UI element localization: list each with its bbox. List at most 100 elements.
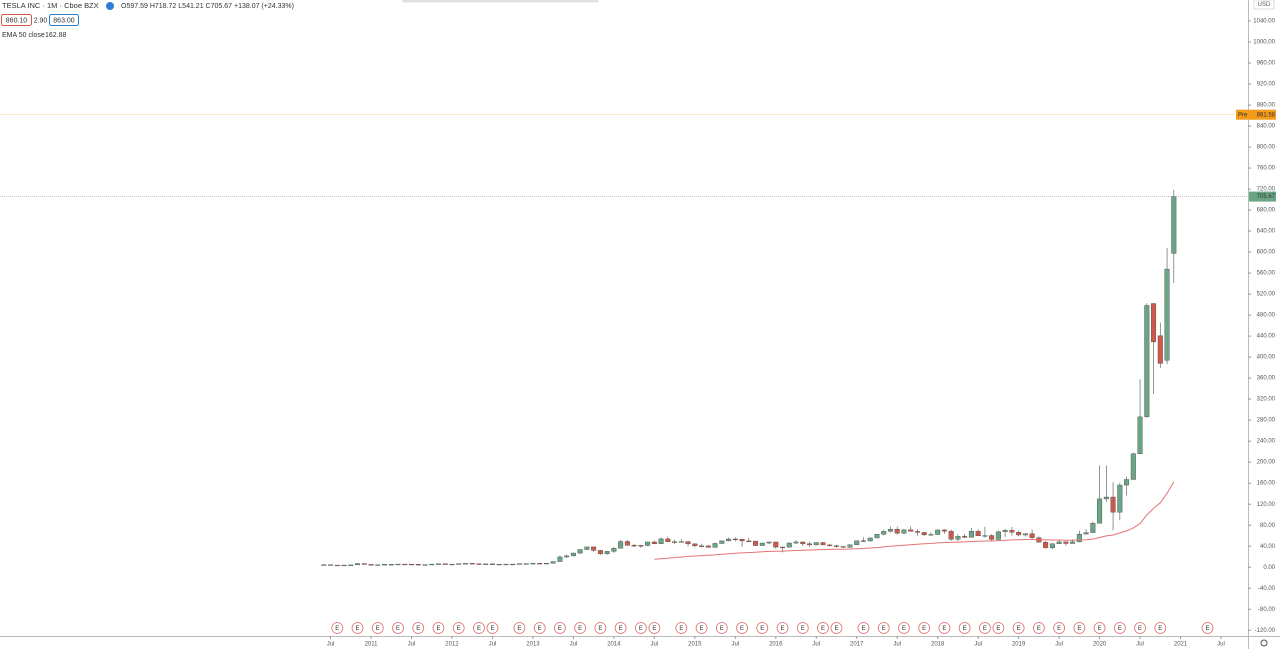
candle-body (557, 556, 563, 562)
earnings-label: E (578, 626, 582, 632)
candle-body (368, 564, 374, 566)
earnings-label: E (376, 626, 380, 632)
candle-body (1157, 335, 1163, 364)
earnings-marker (452, 622, 465, 634)
x-tick-label: Jul (812, 642, 820, 648)
x-tick-label: Jul (731, 642, 739, 648)
earnings-marker (594, 622, 607, 634)
earnings-marker (634, 622, 647, 634)
y-tick-label: 40.00 (1260, 544, 1276, 550)
bid-button[interactable] (1, 14, 32, 26)
candle-body (941, 529, 947, 532)
candle-body (1137, 416, 1143, 454)
candle-body (604, 551, 610, 555)
candle-body (1110, 496, 1116, 513)
candle-body (658, 538, 664, 544)
pre-market-tag-label: Pre (1238, 112, 1248, 118)
candle-body (813, 542, 819, 546)
earnings-label: E (740, 626, 744, 632)
ask-button[interactable] (49, 14, 79, 26)
y-tick-label: 680.00 (1257, 208, 1276, 214)
earnings-label: E (942, 626, 946, 632)
earnings-marker (675, 622, 688, 634)
earnings-marker (992, 622, 1005, 634)
candle-body (1144, 305, 1150, 418)
earnings-label: E (834, 626, 838, 632)
candle-body (894, 529, 900, 534)
candle-body (1056, 541, 1062, 544)
earnings-label: E (902, 626, 906, 632)
earnings-marker (648, 622, 661, 634)
x-tick-label: Jul (651, 642, 659, 648)
earnings-marker (1134, 622, 1146, 634)
candle-body (516, 563, 522, 565)
candle-body (334, 564, 340, 567)
earnings-label: E (996, 626, 1000, 632)
candle-body (489, 563, 495, 565)
candle-body (800, 541, 806, 544)
earnings-label: E (1206, 626, 1210, 632)
alert-icon[interactable] (106, 2, 114, 10)
earnings-label: E (558, 626, 562, 632)
candle-body (1002, 530, 1008, 532)
candle-body (1083, 532, 1089, 535)
earnings-marker (1113, 622, 1126, 634)
earnings-label: E (922, 626, 926, 632)
candle-body (699, 545, 705, 547)
candle-body (995, 531, 1001, 540)
candle-body (1097, 498, 1103, 524)
candle-body (402, 563, 408, 566)
candle-body (1043, 541, 1049, 548)
tooltip-edge (402, 0, 599, 3)
candle-body (928, 534, 934, 536)
earnings-label: E (1158, 626, 1162, 632)
y-tick-label: 400.00 (1257, 355, 1276, 361)
candle-body (597, 550, 603, 555)
candle-body (982, 535, 988, 537)
x-tick-label: Jul (1217, 642, 1225, 648)
x-tick-label: 2019 (1012, 642, 1026, 648)
candle-body (1022, 533, 1028, 536)
earnings-label: E (1057, 626, 1061, 632)
candle-body (591, 546, 597, 551)
candle-body (1090, 523, 1096, 533)
earnings-marker (554, 622, 566, 634)
candle-body (321, 564, 327, 566)
currency-badge[interactable] (1253, 0, 1275, 10)
earnings-marker (877, 622, 890, 634)
earnings-marker (830, 622, 843, 634)
earnings-marker (958, 622, 971, 634)
chart-title: TESLA INC · 1M · Cboe BZX (2, 1, 99, 10)
earnings-marker (473, 622, 485, 634)
earnings-marker (1073, 622, 1086, 634)
earnings-label: E (598, 626, 602, 632)
candle-body (341, 564, 347, 567)
candle-body (1117, 484, 1123, 513)
earnings-marker (1093, 622, 1106, 634)
earnings-marker (918, 622, 931, 634)
candle-body (1130, 453, 1136, 480)
earnings-marker (1201, 622, 1214, 634)
candle-body (739, 539, 745, 542)
earnings-marker (979, 622, 991, 634)
y-tick-label: 360.00 (1257, 376, 1276, 382)
x-tick-label: 2015 (688, 642, 702, 648)
earnings-marker (486, 622, 499, 634)
candle-body (678, 541, 684, 543)
candle-body (361, 563, 367, 565)
candle-body (989, 535, 995, 540)
candle-body (685, 541, 691, 545)
earnings-marker (1154, 622, 1167, 634)
earnings-label: E (335, 626, 339, 632)
candle-body (860, 540, 866, 542)
candle-body (914, 531, 920, 533)
candle-body (651, 541, 657, 544)
candle-body (1124, 479, 1130, 486)
candle-body (584, 546, 590, 550)
spread: 2.90 (34, 17, 48, 24)
x-tick-label: Jul (408, 642, 416, 648)
candle-body (442, 563, 448, 565)
x-tick-label: 2013 (526, 642, 540, 648)
settings-icon[interactable] (1260, 639, 1268, 647)
candle-body (908, 529, 914, 532)
